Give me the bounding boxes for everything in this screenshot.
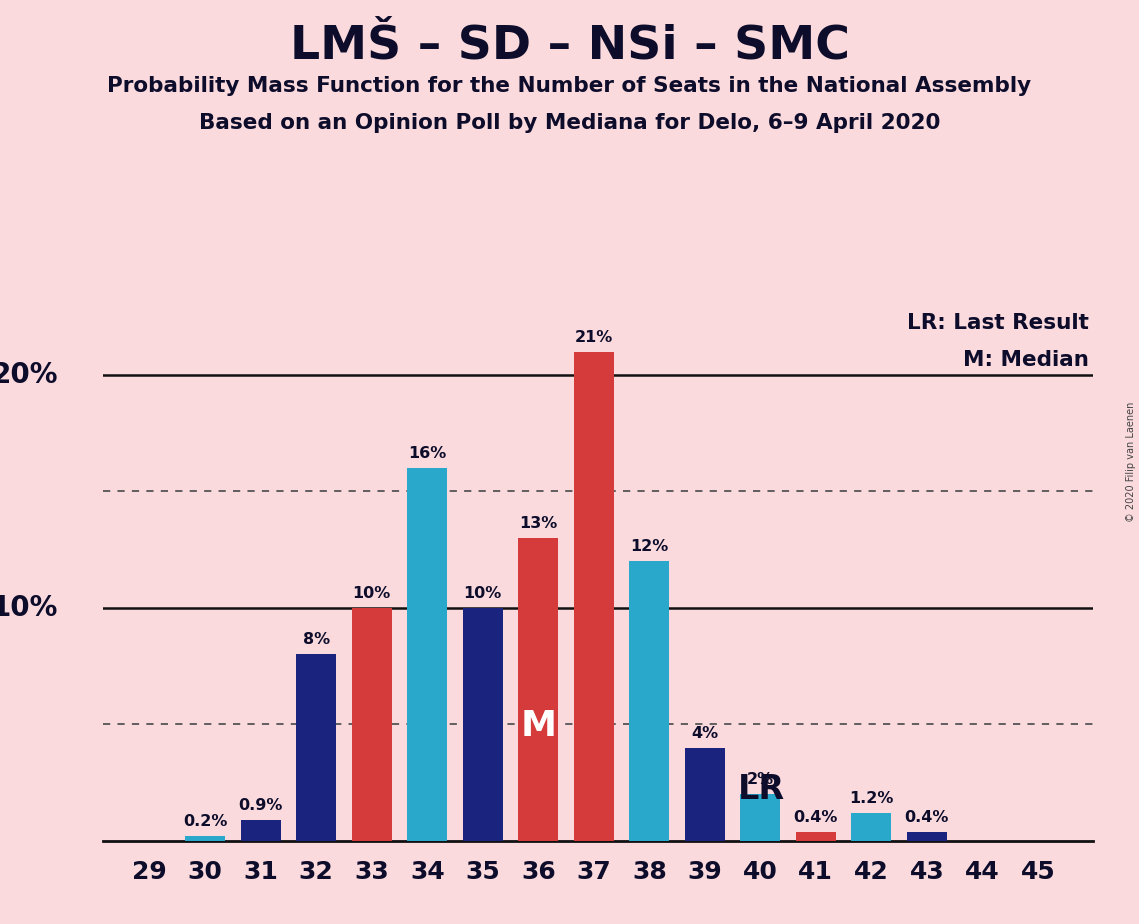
Bar: [352, 608, 392, 841]
Text: 12%: 12%: [630, 540, 669, 554]
Text: 2%: 2%: [747, 772, 773, 787]
Text: Probability Mass Function for the Number of Seats in the National Assembly: Probability Mass Function for the Number…: [107, 76, 1032, 96]
Bar: [740, 795, 780, 841]
Text: LMŠ – SD – NSi – SMC: LMŠ – SD – NSi – SMC: [289, 23, 850, 68]
Text: 8%: 8%: [303, 632, 330, 648]
Bar: [574, 351, 614, 841]
Bar: [186, 836, 226, 841]
Text: 10%: 10%: [464, 586, 502, 601]
Text: Based on an Opinion Poll by Mediana for Delo, 6–9 April 2020: Based on an Opinion Poll by Mediana for …: [199, 113, 940, 133]
Text: 20%: 20%: [0, 361, 58, 389]
Bar: [851, 813, 892, 841]
Text: 21%: 21%: [575, 330, 613, 345]
Text: © 2020 Filip van Laenen: © 2020 Filip van Laenen: [1126, 402, 1136, 522]
Bar: [685, 748, 724, 841]
Bar: [240, 820, 280, 841]
Text: 13%: 13%: [519, 516, 557, 531]
Text: 1.2%: 1.2%: [850, 791, 894, 806]
Text: 0.4%: 0.4%: [904, 809, 949, 824]
Text: 10%: 10%: [353, 586, 391, 601]
Text: M: M: [521, 709, 556, 743]
Bar: [296, 654, 336, 841]
Bar: [408, 468, 448, 841]
Bar: [630, 561, 670, 841]
Bar: [518, 538, 558, 841]
Text: LR: Last Result: LR: Last Result: [907, 313, 1089, 333]
Text: LR: LR: [738, 773, 785, 806]
Text: 0.2%: 0.2%: [183, 814, 228, 829]
Text: 0.4%: 0.4%: [794, 809, 838, 824]
Text: 16%: 16%: [408, 446, 446, 461]
Text: 0.9%: 0.9%: [238, 798, 282, 813]
Text: 4%: 4%: [691, 725, 719, 741]
Bar: [462, 608, 502, 841]
Text: 10%: 10%: [0, 594, 58, 622]
Text: M: Median: M: Median: [962, 350, 1089, 371]
Bar: [796, 832, 836, 841]
Bar: [907, 832, 947, 841]
